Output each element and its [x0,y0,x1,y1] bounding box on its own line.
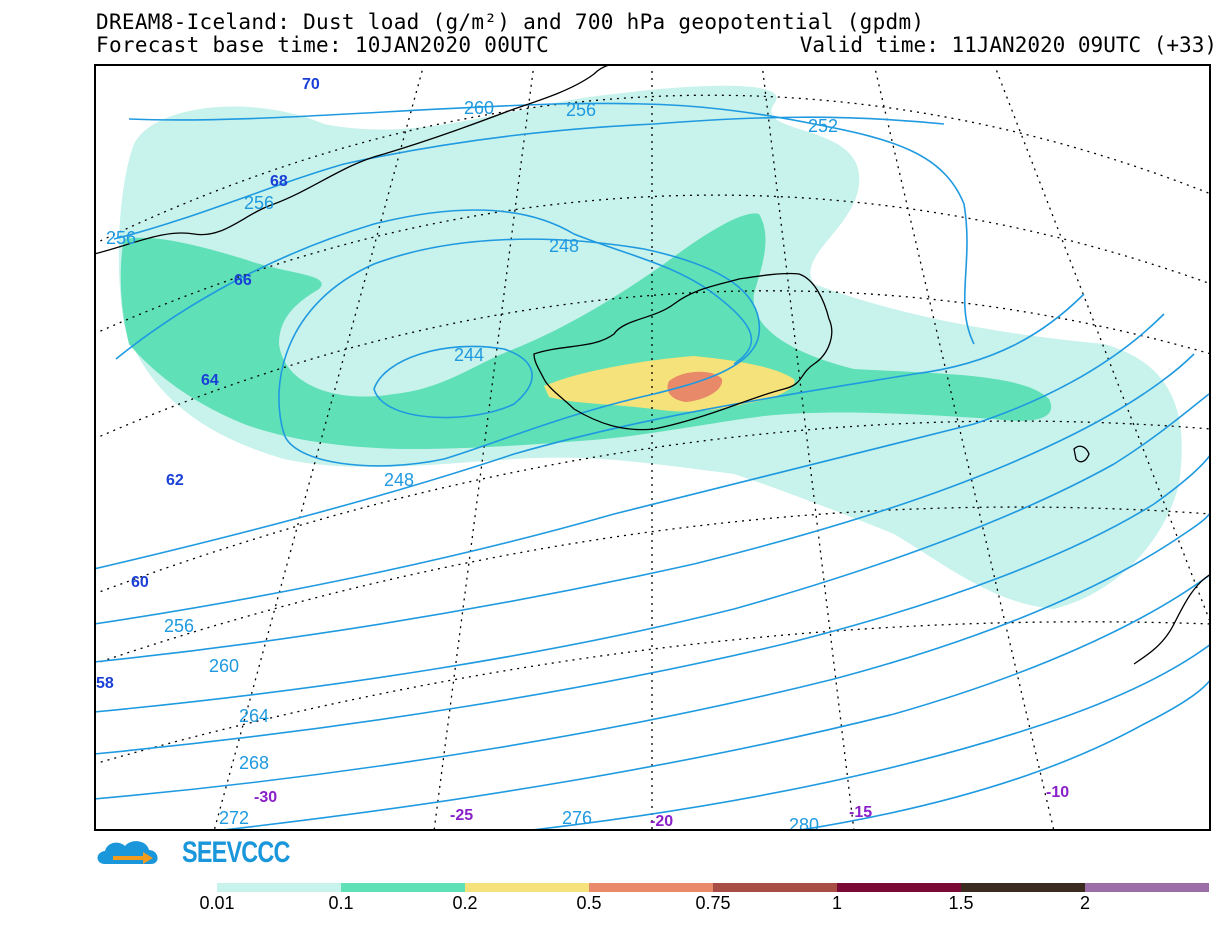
colorbar-label: 2 [1079,893,1091,913]
lat-label-66: 66 [234,272,252,289]
colorbar-label: 0.5 [576,893,602,913]
cloud-arrow-icon [97,841,158,864]
latitude-labels: 70 68 66 64 62 60 58 [96,76,320,692]
valid-time: Valid time: 11JAN2020 09UTC (+33) [799,33,1217,57]
colorbar-segment [341,883,466,892]
contour-label: 256 [566,100,596,120]
colorbar-segment [465,883,590,892]
contour-label: 248 [549,236,579,256]
colorbar-label: 0.2 [452,893,478,913]
lon-label-minus10: -10 [1046,784,1069,801]
lon-label-minus20: -20 [650,813,673,830]
contour-label: 264 [239,706,269,726]
colorbar [217,883,1209,892]
colorbar-segment [1085,883,1209,892]
forecast-base-time: Forecast base time: 10JAN2020 00UTC [96,33,550,57]
contour-label: 244 [454,345,484,365]
colorbar-segment [217,883,342,892]
contour-label: 276 [562,808,592,828]
contour-label: 260 [209,656,239,676]
lon-label-minus25: -25 [450,807,473,824]
greenland-coast [94,64,620,255]
dust-area-0.5 [667,371,723,402]
colorbar-segment [961,883,1086,892]
iceland-coast [533,272,833,431]
colorbar-label: 1.5 [948,893,974,913]
longitude-labels: -30 -25 -20 -15 -10 [254,784,1069,830]
lat-label-62: 62 [166,472,184,489]
colorbar-label: 1 [831,893,843,913]
contour-label: 256 [164,616,194,636]
coastlines [94,64,1211,665]
contour-label: 280 [789,815,819,831]
colorbar-segment [589,883,714,892]
map-frame [94,64,1211,831]
contour-label: 256 [244,193,274,213]
colorbar-label: 0.75 [695,893,731,913]
colorbar-segment [713,883,838,892]
colorbar-label: 0.01 [199,893,235,913]
geopotential-contours [94,102,1211,831]
contour-labels: 260 256 252 256 256 248 244 248 256 260 … [106,98,838,831]
contour-label: 252 [808,116,838,136]
norway-coast [1133,573,1211,665]
chart-title: DREAM8-Iceland: Dust load (g/m²) and 700… [96,10,925,34]
lat-label-64: 64 [201,372,219,389]
colorbar-segment [837,883,962,892]
map-panel: 260 256 252 256 256 248 244 248 256 260 … [94,64,1211,831]
colorbar-label: 0.1 [328,893,354,913]
lon-label-minus30: -30 [254,789,277,806]
lat-label-68: 68 [270,173,288,190]
contour-label: 260 [464,98,494,118]
contour-label: 248 [384,470,414,490]
contour-label: 268 [239,753,269,773]
seevccc-logo [97,841,158,864]
contour-label: 256 [106,228,136,248]
faroe-coast [1073,445,1090,463]
colorbar-labels: 0.01 0.1 0.2 0.5 0.75 1 1.5 2 [0,893,1231,917]
lat-label-60: 60 [131,574,149,591]
logo-text: SEEVCCC [182,836,290,869]
lat-label-58: 58 [96,675,114,692]
lon-label-minus15: -15 [849,804,872,821]
contour-label: 272 [219,808,249,828]
graticule [94,64,1211,831]
lat-label-70: 70 [302,76,320,93]
